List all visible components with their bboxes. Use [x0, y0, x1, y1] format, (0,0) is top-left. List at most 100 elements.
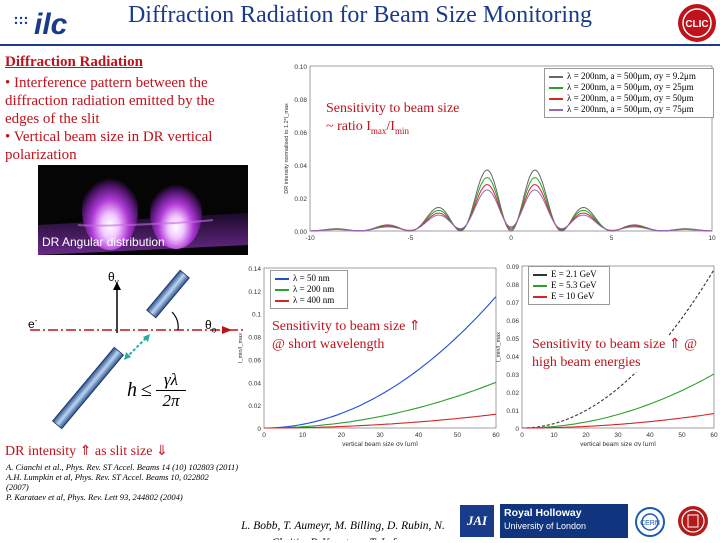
y-tick-label: 0.04: [248, 380, 261, 387]
x-tick-label: 60: [492, 432, 500, 439]
slit-size-formula: h ≤ γλ 2π: [127, 370, 186, 411]
dr-intensity-caption: DR intensity ⇑ as slit size ⇓: [5, 444, 168, 459]
theta-y-label: θy: [108, 270, 119, 287]
y-tick-label: 0.02: [294, 196, 307, 203]
short-wavelength-line1: Sensitivity to beam size ⇑: [272, 319, 421, 334]
y-tick-label: 0.1: [252, 312, 261, 319]
legend-label: λ = 200nm, a = 500μm, σy = 50μm: [567, 93, 694, 103]
rh-logo-line1: Royal Holloway: [504, 507, 582, 519]
series-line: [522, 413, 715, 429]
angular-distribution-image: DR Angular distribution: [38, 165, 248, 255]
slit-size-arrow: [125, 335, 149, 359]
legend-swatch: [549, 86, 563, 89]
legend-entry: λ = 200nm, a = 500μm, σy = 9.2μm: [549, 71, 709, 82]
cornell-logo: [676, 504, 710, 538]
legend-swatch: [549, 75, 563, 78]
jai-logo: JAI: [460, 505, 494, 537]
legend-label: λ = 200 nm: [293, 284, 335, 294]
ratio-sub-max: max: [370, 125, 387, 136]
legend-entry: λ = 200nm, a = 500μm, σy = 75μm: [549, 104, 709, 115]
electron-label: e-: [28, 316, 38, 331]
clic-logo: CLIC: [676, 2, 718, 44]
beam-arrow-icon: [222, 326, 232, 334]
x-tick-label: 5: [610, 235, 614, 242]
theta-o-arc: [171, 311, 179, 331]
formula-denominator: 2π: [162, 391, 180, 410]
slit-diagram: [30, 269, 245, 430]
x-tick-label: 0: [509, 235, 513, 242]
x-tick-label: 50: [454, 432, 462, 439]
legend-entry: λ = 50 nm: [275, 273, 343, 284]
y-tick-label: 0.03: [506, 372, 519, 379]
bullet-item: • Vertical beam size in DR vertical pola…: [5, 129, 213, 163]
legend-entry: E = 10 GeV: [533, 291, 605, 302]
clic-logo-text: CLIC: [685, 19, 708, 30]
legend-entry: λ = 200nm, a = 500μm, σy = 25μm: [549, 82, 709, 93]
legend-label: E = 5.3 GeV: [551, 280, 597, 290]
y-tick-label: 0.06: [294, 130, 307, 137]
y-axis-label: I_min/I_max: [496, 332, 502, 362]
legend-label: E = 2.1 GeV: [551, 269, 597, 279]
ilc-logo-text: ilc: [34, 8, 68, 40]
ratio-slash: /I: [386, 119, 395, 134]
cern-logo: CERN: [634, 506, 666, 538]
legend-label: E = 10 GeV: [551, 291, 595, 301]
bullet-item: • Interference pattern between the diffr…: [5, 75, 215, 127]
x-axis-label: vertical beam size σy [μm]: [342, 441, 418, 446]
legend-label: λ = 400 nm: [293, 295, 335, 305]
legend-entry: λ = 400 nm: [275, 295, 343, 306]
legend-label: λ = 50 nm: [293, 273, 330, 283]
ratio-text: ~ ratio I: [326, 119, 371, 134]
x-tick-label: -5: [408, 235, 414, 242]
formula-h: h: [127, 379, 137, 401]
y-tick-label: 0.08: [294, 97, 307, 104]
y-tick-label: 0: [515, 426, 519, 433]
legend-swatch: [275, 288, 289, 291]
legend-swatch: [533, 284, 547, 287]
y-axis-label: DR intensity normalised to 1.2*I_max: [284, 103, 290, 194]
y-tick-label: 0.07: [506, 300, 519, 307]
x-tick-label: -10: [305, 235, 315, 242]
royal-holloway-logo: Royal Holloway University of London: [500, 504, 628, 538]
y-tick-label: 0.04: [506, 354, 519, 361]
x-tick-label: 60: [710, 432, 718, 439]
y-tick-label: 0.12: [248, 289, 261, 296]
top-chart-legend: λ = 200nm, a = 500μm, σy = 9.2μm λ = 200n…: [544, 68, 714, 118]
y-tick-label: 0.08: [248, 335, 261, 342]
y-tick-label: 0.04: [294, 163, 307, 170]
series-line: [264, 381, 497, 429]
series-line: [264, 296, 497, 429]
formula-numerator: γλ: [163, 370, 179, 389]
x-tick-label: 10: [708, 235, 716, 242]
sensitivity-ratio-line1: Sensitivity to beam size: [326, 101, 460, 116]
legend-entry: E = 5.3 GeV: [533, 280, 605, 291]
mid-chart-legend: λ = 50 nm λ = 200 nm λ = 400 nm: [270, 270, 348, 309]
right-chart-legend: E = 2.1 GeV E = 5.3 GeV E = 10 GeV: [528, 266, 610, 305]
series-line: [522, 269, 715, 429]
series-line: [264, 413, 497, 429]
legend-swatch: [275, 299, 289, 302]
short-wavelength-line2: @ short wavelength: [272, 337, 385, 352]
legend-swatch: [533, 295, 547, 298]
ilc-logo: ilc: [8, 6, 88, 41]
section-heading: Diffraction Radiation: [5, 54, 143, 70]
y-axis-label: I_min/I_max: [238, 333, 244, 363]
legend-label: λ = 200nm, a = 500μm, σy = 75μm: [567, 104, 694, 114]
rh-logo-line2: University of London: [504, 521, 587, 531]
x-tick-label: 0: [262, 432, 266, 439]
lower-slit-plate: [51, 346, 125, 430]
legend-swatch: [533, 273, 547, 276]
y-tick-label: 0.02: [506, 390, 519, 397]
sensitivity-ratio-line2: ~ ratio Imax/Imin: [326, 118, 459, 140]
y-tick-label: 0.08: [506, 282, 519, 289]
series-line: [310, 189, 712, 232]
x-tick-label: 30: [614, 432, 622, 439]
legend-swatch: [275, 277, 289, 280]
legend-entry: λ = 200nm, a = 500μm, σy = 50μm: [549, 93, 709, 104]
reference-item: A. Cianchi et al., Phys. Rev. ST Accel. …: [6, 462, 239, 472]
x-tick-label: 10: [299, 432, 307, 439]
legend-swatch: [549, 97, 563, 100]
theta-o-label: θo: [205, 318, 217, 335]
y-tick-label: 0.14: [248, 266, 261, 273]
y-tick-label: 0.05: [506, 336, 519, 343]
